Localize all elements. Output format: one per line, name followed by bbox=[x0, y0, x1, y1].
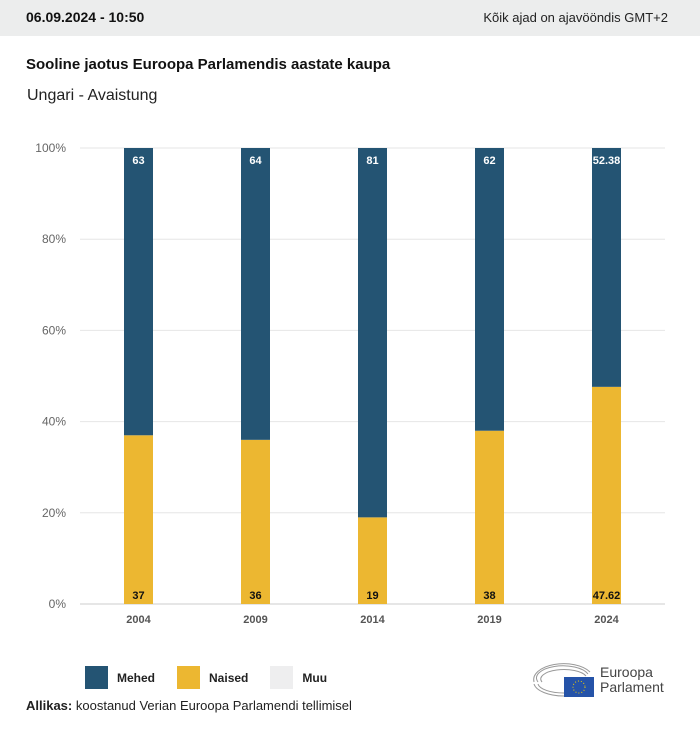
parliament-hemicycle-icon bbox=[533, 663, 594, 697]
legend: Mehed Naised Muu bbox=[85, 666, 349, 689]
bar-naised bbox=[241, 439, 270, 604]
y-tick-label: 20% bbox=[42, 506, 66, 520]
bar-mehed bbox=[358, 148, 387, 518]
x-tick-label: 2004 bbox=[126, 614, 151, 626]
y-tick-label: 0% bbox=[49, 597, 67, 611]
bar-mehed bbox=[124, 148, 153, 436]
y-tick-label: 80% bbox=[42, 232, 66, 246]
legend-swatch bbox=[177, 666, 201, 689]
legend-swatch bbox=[270, 666, 294, 689]
stacked-bar-chart: 0% 20% 40% 60% 80% 100% 37 63 2004 36 64 2009 19 81 20… bbox=[35, 141, 665, 626]
data-label-naised: 37 bbox=[132, 590, 144, 602]
datetime: 06.09.2024 - 10:50 bbox=[26, 9, 145, 25]
ep-logo: Euroopa Parlament bbox=[530, 660, 664, 700]
legend-swatch bbox=[85, 666, 108, 689]
bar-mehed bbox=[241, 148, 270, 440]
logo-text-2: Parlament bbox=[600, 679, 664, 695]
source-label: Allikas: bbox=[26, 698, 73, 713]
data-label-mehed: 63 bbox=[132, 155, 144, 167]
data-label-naised: 19 bbox=[366, 590, 378, 602]
legend-item-naised[interactable]: Naised bbox=[177, 666, 248, 689]
data-label-naised: 38 bbox=[483, 590, 495, 602]
source-text: koostanud Verian Euroopa Parlamendi tell… bbox=[75, 698, 352, 713]
data-label-mehed: 64 bbox=[249, 155, 262, 167]
bar-mehed bbox=[475, 148, 504, 431]
x-tick-label: 2009 bbox=[243, 614, 267, 626]
logo-text-1: Euroopa bbox=[600, 664, 653, 680]
data-label-mehed: 81 bbox=[366, 155, 378, 167]
y-tick-label: 60% bbox=[42, 323, 66, 337]
bar-naised bbox=[592, 386, 621, 604]
source-note: Allikas: koostanud Verian Euroopa Parlam… bbox=[26, 698, 352, 713]
y-tick-label: 40% bbox=[42, 415, 66, 429]
bar-naised bbox=[475, 430, 504, 604]
timezone-note: Kõik ajad on ajavööndis GMT+2 bbox=[483, 10, 668, 25]
data-label-mehed: 62 bbox=[483, 155, 495, 167]
data-label-mehed: 52.38 bbox=[593, 155, 621, 167]
data-label-naised: 47.62 bbox=[593, 590, 621, 602]
bar-naised bbox=[358, 517, 387, 604]
data-label-naised: 36 bbox=[249, 590, 261, 602]
legend-label: Muu bbox=[302, 670, 328, 685]
bar-naised bbox=[124, 435, 153, 604]
legend-item-muu[interactable]: Muu bbox=[270, 666, 327, 689]
x-tick-label: 2024 bbox=[594, 614, 619, 626]
bar-mehed bbox=[592, 148, 621, 387]
legend-item-mehed[interactable]: Mehed bbox=[85, 666, 155, 689]
chart-title: Sooline jaotus Euroopa Parlamendis aasta… bbox=[26, 56, 391, 73]
chart-subtitle: Ungari - Avaistung bbox=[27, 87, 158, 104]
header-bar: 06.09.2024 - 10:50 Kõik ajad on ajavöönd… bbox=[0, 0, 700, 36]
x-tick-label: 2014 bbox=[360, 614, 385, 626]
y-tick-label: 100% bbox=[35, 141, 66, 155]
legend-label: Naised bbox=[209, 670, 249, 685]
x-tick-label: 2019 bbox=[477, 614, 501, 626]
legend-label: Mehed bbox=[117, 670, 156, 685]
